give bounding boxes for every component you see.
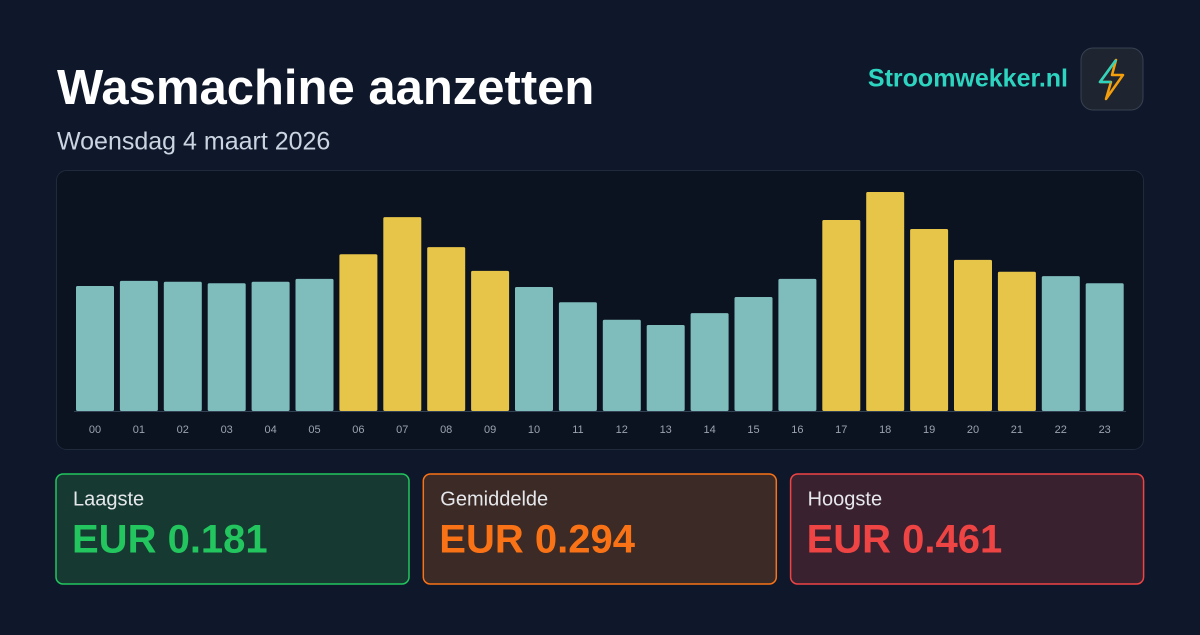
x-tick-label: 19 [923, 424, 935, 436]
bar [1085, 283, 1124, 411]
x-tick-label: 00 [89, 424, 101, 436]
lightning-accent [1098, 59, 1118, 84]
bar [383, 217, 422, 411]
x-tick-label: 08 [440, 424, 452, 436]
x-tick-label: 22 [1055, 424, 1067, 436]
x-tick-label: 01 [133, 424, 145, 436]
bars: 00 01 02 03 04 05 06 07 08 09 10 11 12 13 14 15 16 17 18 19… [76, 192, 1124, 436]
bar [822, 220, 861, 411]
x-tick-label: 05 [308, 424, 320, 436]
x-tick-label: 06 [352, 424, 364, 436]
x-tick-label: 14 [703, 424, 715, 436]
bar [997, 271, 1036, 411]
x-tick-label: 20 [967, 424, 979, 436]
subtitle: Woensdag 4 maart 2026 [57, 128, 330, 156]
x-tick-label: 10 [528, 424, 540, 436]
bar [954, 259, 992, 411]
x-tick-label: 15 [747, 424, 759, 436]
bar [339, 254, 378, 411]
x-tick-label: 18 [879, 424, 891, 436]
bar [558, 302, 597, 411]
bar [163, 281, 202, 411]
bar [427, 247, 466, 411]
x-tick-label: 16 [791, 424, 803, 436]
stat-card [422, 473, 778, 585]
bar [1041, 276, 1080, 411]
bar [295, 278, 334, 411]
bar [602, 319, 641, 411]
x-tick-label: 12 [616, 424, 628, 436]
bar [734, 296, 773, 411]
brand-icon [1080, 47, 1144, 111]
x-tick-label: 02 [177, 424, 189, 436]
x-tick-label: 21 [1011, 424, 1023, 436]
x-tick-label: 11 [572, 424, 583, 436]
stat-value: EUR 0.181 [72, 518, 268, 562]
x-tick-label: 13 [660, 424, 672, 436]
bar [251, 281, 290, 411]
brand: Stroomwekker.nl [868, 65, 1068, 93]
stat-card [789, 473, 1145, 585]
bar [646, 325, 685, 411]
title: Wasmachine aanzetten [57, 61, 594, 115]
bar [207, 283, 246, 411]
stat-card [55, 473, 410, 585]
bar [119, 280, 158, 411]
bar [515, 287, 553, 411]
x-tick-label: 17 [835, 424, 847, 436]
x-tick-label: 07 [396, 424, 408, 436]
bar [778, 278, 817, 411]
bar [471, 270, 510, 411]
stat-label: Gemiddelde [440, 488, 548, 510]
bar [866, 192, 905, 411]
x-tick-label: 09 [484, 424, 496, 436]
stats: Laagste EUR 0.181 Gemiddelde EUR 0.294 Hoogs… [55, 473, 1145, 585]
bar [76, 286, 114, 411]
x-tick-label: 23 [1099, 424, 1111, 436]
bar [910, 229, 949, 411]
bar [690, 313, 729, 411]
stat-label: Hoogste [808, 488, 883, 510]
stat-value: EUR 0.294 [439, 518, 635, 562]
stat-value: EUR 0.461 [807, 518, 1003, 562]
x-tick-label: 03 [221, 424, 233, 436]
x-tick-label: 04 [264, 424, 276, 436]
stat-label: Laagste [73, 488, 144, 510]
